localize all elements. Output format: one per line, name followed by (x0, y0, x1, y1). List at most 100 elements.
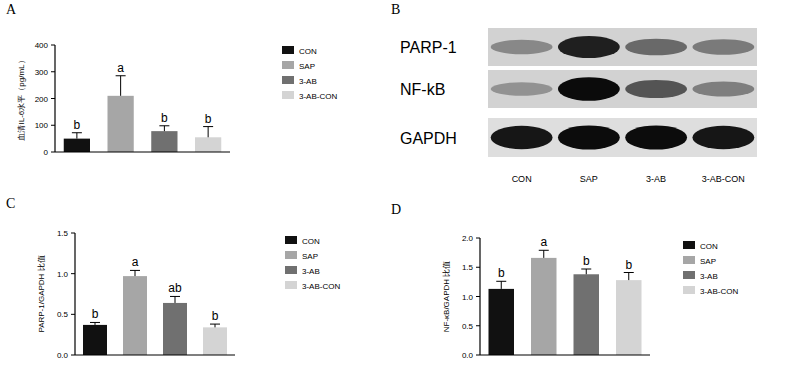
x-axis (75, 354, 235, 355)
error-line (208, 127, 209, 138)
error-cap (159, 125, 169, 126)
blot-band (491, 82, 553, 96)
error-bar (170, 296, 180, 303)
y-axis-title: NF-κB/GAPDH 比值 (442, 261, 451, 333)
significance-letter: b (583, 254, 590, 268)
blot-band (692, 126, 754, 149)
error-bar (90, 322, 100, 324)
significance-letter: b (498, 266, 505, 280)
blot-column-label: 3-AB (646, 174, 666, 184)
blot-band (625, 125, 687, 149)
blot-band (558, 36, 620, 58)
legend-label: CON (299, 47, 317, 56)
bars (489, 250, 642, 355)
significance-letter: a (117, 61, 124, 75)
legend-label: 3-AB-CON (299, 92, 337, 101)
panel-letter: D (391, 202, 401, 217)
blot-background (488, 118, 757, 157)
blot-column-label: SAP (580, 174, 598, 184)
error-line (120, 76, 121, 96)
error-bar (203, 127, 213, 138)
error-cap (170, 296, 180, 297)
bar (574, 274, 600, 355)
bar (616, 280, 642, 355)
error-cap (496, 281, 506, 282)
error-line (501, 281, 502, 289)
blot-band (625, 80, 687, 98)
panel-letter: A (6, 2, 17, 17)
legend-label: 3-AB (299, 77, 317, 86)
error-line (175, 296, 176, 303)
error-bar (116, 76, 126, 96)
bars (64, 76, 222, 152)
legend-swatch (683, 256, 695, 264)
error-line (628, 273, 629, 281)
legend-swatch (683, 271, 695, 279)
x-axis (55, 151, 230, 152)
significance-letter: a (132, 255, 139, 269)
legend-label: SAP (700, 257, 716, 266)
error-bar (624, 273, 634, 281)
bar (108, 96, 134, 152)
legend-swatch (282, 61, 294, 69)
panel-A: 0100200300400babb血清IL-6水平（pg/mL）CONSAP3-… (17, 41, 337, 157)
y-tick-label: 1.5 (462, 263, 474, 272)
error-line (164, 126, 165, 131)
blot-background (488, 70, 757, 108)
y-axis (54, 45, 55, 152)
error-cap (116, 75, 126, 76)
legend-swatch (282, 76, 294, 84)
error-line (586, 269, 587, 274)
significance-letter: b (161, 111, 168, 125)
blot-row-label: GAPDH (400, 130, 457, 147)
y-tick-label: 1.0 (462, 293, 474, 302)
y-tick-label: 400 (35, 41, 49, 50)
legend: CONSAP3-AB3-AB-CON (683, 241, 738, 296)
error-cap (203, 126, 213, 127)
legend-swatch (282, 46, 294, 54)
blot-band (692, 39, 754, 55)
legend-label: CON (302, 237, 320, 246)
bar (83, 325, 107, 355)
significance-letter: b (74, 118, 81, 132)
significance-letter: ab (168, 281, 182, 295)
y-tick-label: 1.0 (57, 270, 69, 279)
panel-letter: B (391, 2, 400, 17)
bars (83, 270, 227, 355)
bar (123, 276, 147, 355)
panel-letter: C (6, 196, 15, 211)
blot-band (558, 125, 620, 149)
y-axis (479, 238, 480, 355)
y-tick-label: 0.5 (57, 310, 69, 319)
panel-C: 0.00.51.01.5baabbPARP-1/GAPDH 比值CONSAP3-… (37, 229, 340, 360)
blot-row-label: PARP-1 (400, 39, 457, 56)
y-axis-title: 血清IL-6水平（pg/mL） (17, 56, 26, 140)
blot-band (692, 81, 754, 96)
error-cap (539, 250, 549, 251)
legend: CONSAP3-AB3-AB-CON (282, 46, 337, 101)
panel-D: 0.00.51.01.52.0babbNF-κB/GAPDH 比值CONSAP3… (442, 234, 738, 360)
legend-label: CON (700, 242, 718, 251)
blot-column-label: CON (512, 174, 532, 184)
y-tick-label: 200 (35, 95, 49, 104)
error-cap (90, 322, 100, 323)
bar (195, 137, 221, 152)
legend: CONSAP3-AB3-AB-CON (285, 236, 340, 291)
legend-label: SAP (302, 252, 318, 261)
blot-band (491, 40, 553, 54)
significance-letter: a (540, 235, 547, 249)
error-bar (539, 250, 549, 258)
error-bar (210, 324, 220, 327)
legend-swatch (285, 266, 297, 274)
error-bar (581, 269, 591, 274)
error-cap (581, 269, 591, 270)
y-axis-title: PARP-1/GAPDH 比值 (37, 255, 46, 332)
legend-swatch (683, 241, 695, 249)
significance-letter: b (205, 112, 212, 126)
y-tick-label: 100 (35, 121, 49, 130)
legend-swatch (282, 91, 294, 99)
legend-swatch (683, 286, 695, 294)
bar (64, 139, 90, 152)
y-tick-label: 0.5 (462, 322, 474, 331)
blot-background (488, 28, 757, 66)
